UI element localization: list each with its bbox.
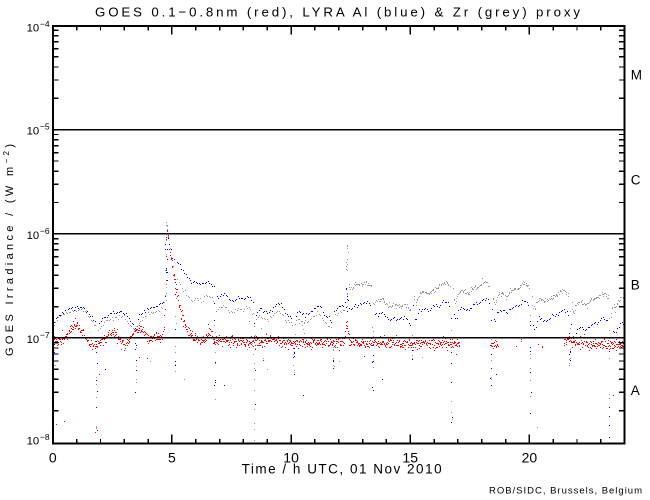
svg-text:20: 20 — [522, 450, 538, 466]
svg-text:ROB/SIDC, Brussels, Belgium: ROB/SIDC, Brussels, Belgium — [489, 485, 642, 496]
svg-text:Time / h UTC, 01 Nov 2010: Time / h UTC, 01 Nov 2010 — [242, 462, 442, 477]
svg-text:A: A — [631, 383, 640, 398]
svg-text:−7: −7 — [40, 330, 50, 340]
svg-text:C: C — [631, 172, 641, 187]
svg-text:10: 10 — [283, 450, 299, 466]
svg-text:−8: −8 — [40, 432, 50, 442]
svg-text:M: M — [631, 68, 642, 83]
svg-text:GOES 0.1−0.8nm (red), LYRA Al: GOES 0.1−0.8nm (red), LYRA Al (blue) & Z… — [95, 4, 580, 19]
svg-text:10: 10 — [27, 125, 40, 137]
svg-text:0: 0 — [49, 450, 57, 466]
svg-text:10: 10 — [27, 435, 40, 447]
svg-text:−4: −4 — [40, 19, 50, 29]
svg-text:15: 15 — [402, 450, 418, 466]
svg-text:−5: −5 — [40, 121, 50, 131]
svg-text:−6: −6 — [40, 226, 50, 236]
svg-text:10: 10 — [27, 23, 40, 35]
svg-text:B: B — [631, 278, 640, 293]
svg-text:5: 5 — [168, 450, 176, 466]
svg-text:10: 10 — [27, 230, 40, 242]
svg-text:10: 10 — [27, 334, 40, 346]
